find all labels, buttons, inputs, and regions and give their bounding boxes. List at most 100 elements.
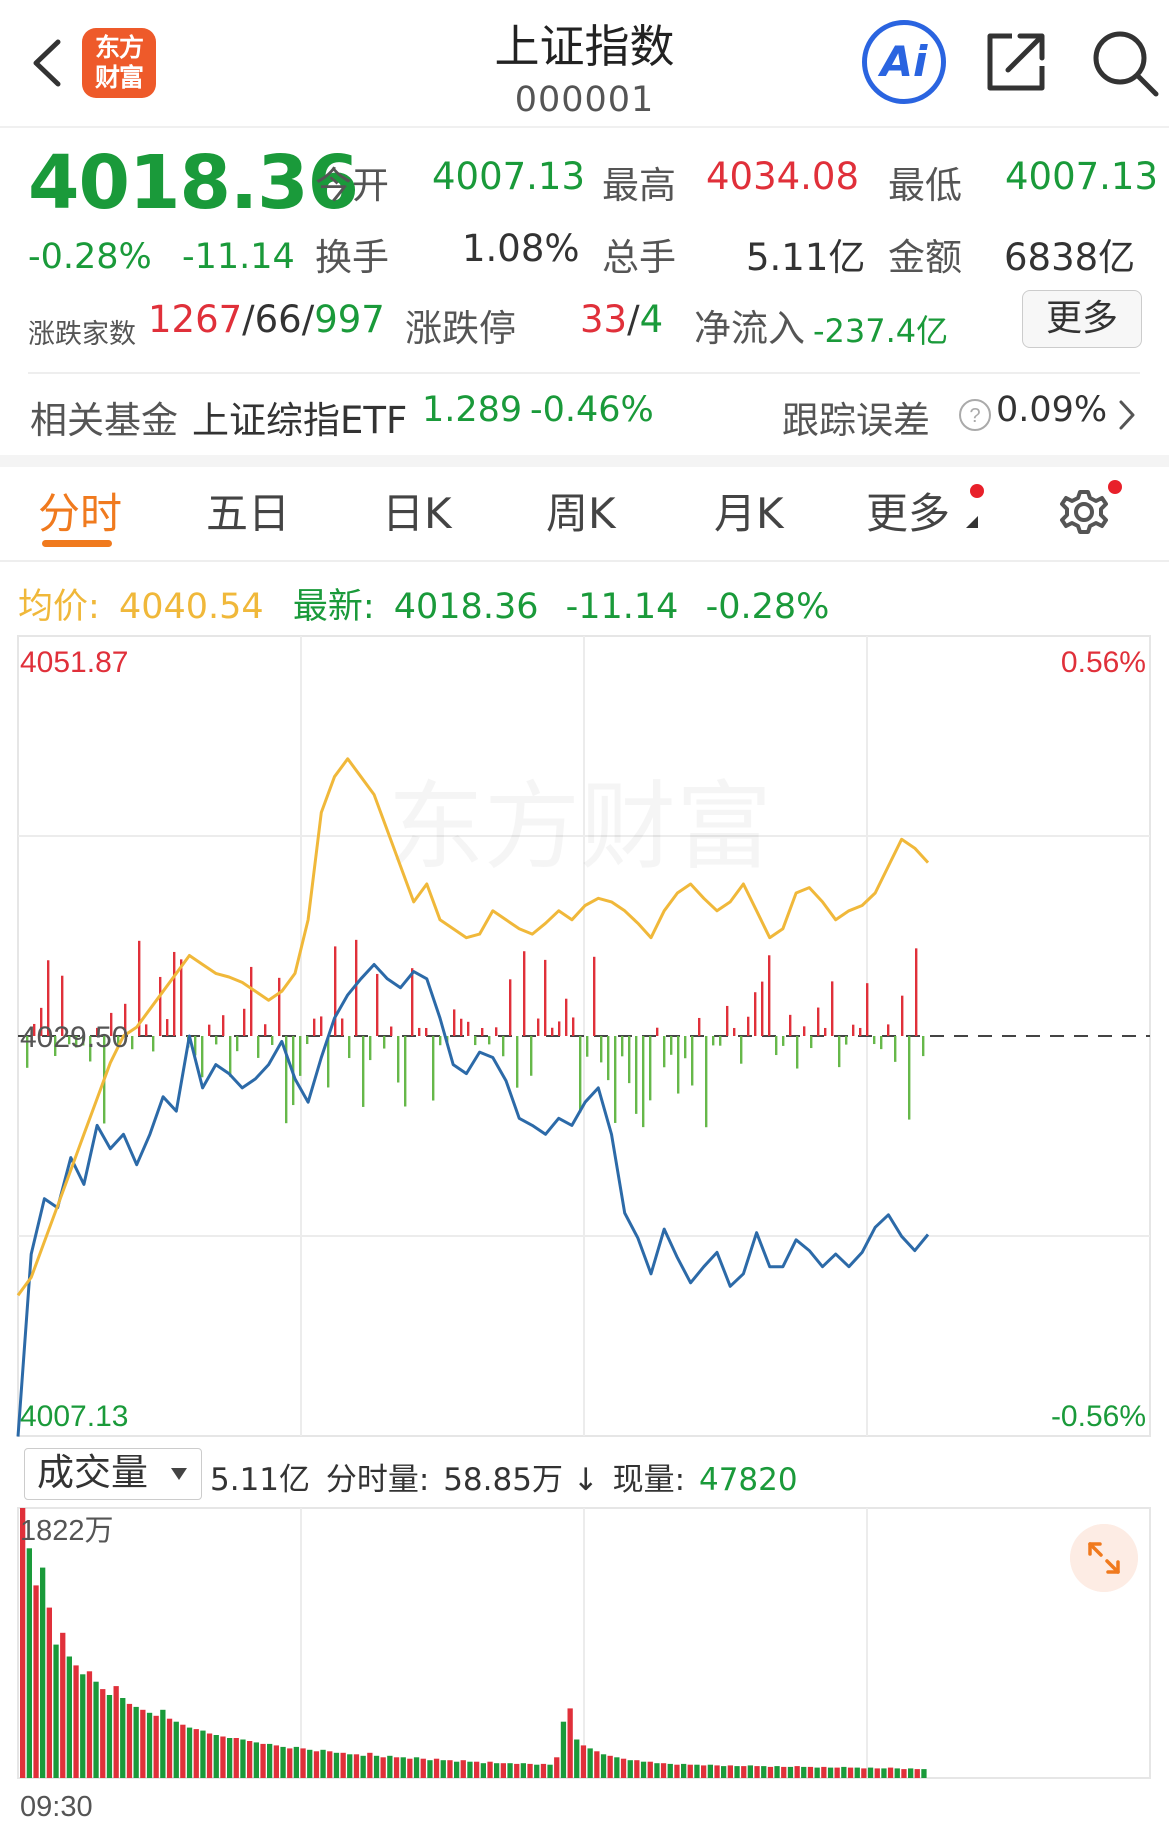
gear-icon[interactable] [1058,486,1110,538]
low-label: 最低 [888,164,962,207]
tab-more[interactable]: 更多 [866,489,951,538]
volume-bar [894,1768,900,1778]
tab-monthly-k[interactable]: 月K [714,489,784,538]
volume-bar [634,1760,640,1778]
cash-flow-bar [614,1036,617,1123]
volume-bar [333,1752,340,1778]
cash-flow-bar [754,992,757,1036]
chevron-right-icon[interactable] [1116,398,1138,432]
indicator-select[interactable]: 成交量 [24,1448,202,1500]
volume-bar [86,1671,93,1778]
volume-bar [747,1765,753,1778]
volume-bar [367,1752,373,1778]
volume-bar [660,1763,667,1778]
cash-flow-bar [194,1036,197,1056]
search-icon[interactable] [1088,26,1160,98]
volume-bar [587,1748,593,1778]
top-app-bar: 东方 财富 上证指数 000001 Ai [0,0,1169,128]
volume-bar [620,1758,627,1778]
amount-value: 6838亿 [1004,236,1136,279]
volume-bars [20,1508,927,1778]
tab-five-day[interactable]: 五日 [206,489,291,538]
volume-bar [260,1743,266,1778]
cash-flow-bar [208,1024,211,1036]
more-stats-button[interactable]: 更多 [1022,290,1142,348]
volume-bar [233,1738,239,1778]
cash-flow-bar [299,1036,302,1076]
cash-flow-bar [362,1036,365,1107]
cash-flow-bar [467,1021,470,1036]
cash-flow-bar [642,1036,645,1128]
volume-bar [360,1755,366,1778]
change-value: -11.14 [182,237,295,277]
average-price-line [16,757,930,1297]
volume-bar [300,1748,306,1778]
tab-intraday[interactable]: 分时 [38,489,123,538]
volume-bar [280,1746,286,1778]
share-icon[interactable] [984,28,1048,94]
volume-bar [607,1755,613,1778]
volume-bar [767,1766,774,1778]
ai-assistant-button[interactable]: Ai [862,20,946,104]
volume-bar [887,1767,894,1778]
volume-bar [293,1746,299,1778]
volume-chart[interactable]: 1822万 09:30 [0,1506,1169,1836]
volume-bar [126,1703,133,1778]
cash-flow-bar [635,1036,638,1114]
tab-weekly-k[interactable]: 周K [546,489,616,538]
tracking-error-label: 跟踪误差 [782,399,930,442]
cash-flow-bar [82,1036,85,1046]
y-axis-bottom-label: 4007.13 [20,1400,128,1433]
cash-flow-bar [621,1036,624,1057]
breadth-down: 997 [314,298,385,341]
cash-flow-bar [516,1036,519,1088]
divider [0,560,1169,562]
cash-flow-bar [229,1036,232,1077]
volume-bar [353,1754,360,1778]
volume-bar [594,1751,600,1778]
volume-bar [153,1715,159,1778]
limit-down: 4 [639,298,664,341]
volume-bar [140,1709,146,1778]
volume-bar [921,1769,927,1778]
volume-bar [447,1760,453,1778]
cash-flow-bar [334,946,337,1036]
cash-flow-bar [544,959,547,1036]
help-icon[interactable]: ? [958,398,992,432]
cash-flow-bar [810,1036,813,1049]
change-percent: -0.28% [28,237,152,277]
turnover-value: 1.08% [462,227,580,270]
expand-icon[interactable] [1070,1524,1138,1592]
cash-flow-bar [47,960,50,1036]
cash-flow-bar [712,1036,715,1046]
current-volume-value: 47820 [698,1462,798,1498]
volume-bar [534,1764,540,1778]
volume-bar [160,1709,166,1778]
volume-bar [173,1721,179,1778]
related-fund-row[interactable]: 相关基金 上证综指ETF 1.289 -0.46% 跟踪误差 ? 0.09% [30,390,1150,442]
back-arrow-icon[interactable] [28,36,68,90]
latest-change: -11.14 [565,587,679,627]
cash-flow-bar [761,981,764,1036]
cash-flow-bar [873,1036,876,1045]
y-axis-mid-label: 4029.50 [20,1021,128,1054]
divider [28,372,1140,374]
volume-bar [427,1760,433,1778]
cash-flow-bar [775,1036,778,1056]
cash-flow-bar [530,1036,533,1076]
volume-bar [413,1757,420,1778]
volume-bar [433,1758,440,1778]
volume-bar [694,1764,700,1778]
cash-flow-bar [572,1017,575,1036]
cash-flow-bar [180,959,183,1036]
tab-daily-k[interactable]: 日K [382,489,452,538]
volume-bar [80,1674,86,1778]
volume-bar [781,1766,787,1778]
cash-flow-bar [705,1036,708,1128]
volume-bar [480,1763,486,1778]
cash-flow-bar [838,1036,841,1068]
cash-flow-bar [257,1036,260,1058]
cash-flow-bar [110,1012,113,1036]
volume-bar [193,1729,199,1778]
